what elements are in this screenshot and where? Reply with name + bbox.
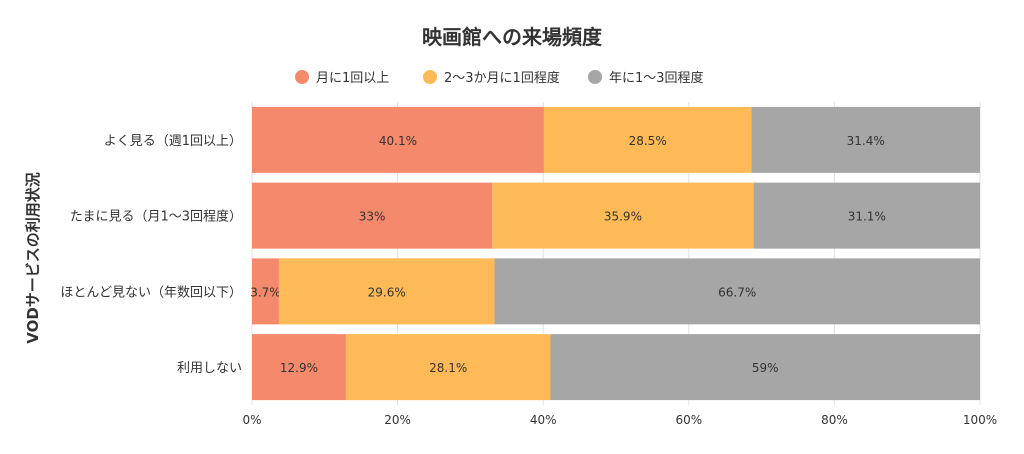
bar-segment[interactable] [543, 106, 752, 173]
bars: 40.1% 28.5% 31.4% 33% 35.9% 31.1% 3.7% 29.6% 66.… [250, 106, 980, 401]
x-tick-label: 0% [242, 413, 261, 427]
data-label: 3.7% [250, 285, 281, 299]
bar-segment[interactable] [550, 334, 980, 401]
bar-segment[interactable] [753, 182, 980, 249]
legend-label: 年に1〜3回程度 [609, 70, 704, 86]
legend-item[interactable]: 2〜3か月に1回程度 [423, 70, 560, 86]
bar-segment[interactable] [494, 258, 980, 325]
x-tick-label: 60% [675, 413, 702, 427]
category-label: 利用しない [177, 361, 242, 376]
legend-swatch [295, 70, 309, 84]
bar-segment[interactable] [252, 182, 493, 249]
data-label: 33% [359, 210, 386, 224]
legend-label: 2〜3か月に1回程度 [444, 70, 560, 86]
legend-label: 月に1回以上 [316, 71, 389, 86]
x-tick-labels: 0% 20% 40% 60% 80% 100% [242, 413, 997, 427]
category-label: よく見る（週1回以上） [104, 134, 242, 149]
legend-swatch [588, 70, 602, 84]
data-label: 12.9% [280, 361, 318, 375]
category-label: ほとんど見ない（年数回以下） [60, 285, 242, 300]
bar-segment[interactable] [278, 258, 495, 325]
data-label: 59% [752, 361, 779, 375]
data-label: 40.1% [379, 134, 417, 148]
y-axis-title: VODサービスの利用状況 [24, 172, 42, 344]
data-label: 28.1% [429, 361, 467, 375]
bar-segment[interactable] [492, 182, 754, 249]
bar-segment[interactable] [751, 106, 980, 173]
x-tick-label: 100% [963, 413, 997, 427]
chart-title: 映画館への来場頻度 [422, 25, 603, 49]
data-label: 28.5% [629, 134, 667, 148]
data-label: 29.6% [368, 285, 406, 299]
category-labels: よく見る（週1回以上） たまに見る（月1〜3回程度） ほとんど見ない（年数回以下） 利… [60, 134, 242, 376]
data-label: 66.7% [718, 285, 756, 299]
legend: 月に1回以上 2〜3か月に1回程度 年に1〜3回程度 [295, 70, 704, 86]
data-label: 31.4% [847, 134, 885, 148]
legend-item[interactable]: 月に1回以上 [295, 70, 389, 86]
data-label: 35.9% [604, 210, 642, 224]
legend-swatch [423, 70, 437, 84]
bar-segment[interactable] [345, 334, 551, 401]
bar-segment[interactable] [252, 106, 544, 173]
bar-segment[interactable] [252, 258, 279, 325]
category-label: たまに見る（月1〜3回程度） [70, 209, 242, 225]
bar-segment[interactable] [252, 334, 346, 401]
x-tick-label: 20% [384, 413, 411, 427]
data-label: 31.1% [848, 210, 886, 224]
x-tick-label: 80% [821, 413, 848, 427]
x-tick-label: 40% [530, 413, 557, 427]
legend-item[interactable]: 年に1〜3回程度 [588, 70, 704, 86]
